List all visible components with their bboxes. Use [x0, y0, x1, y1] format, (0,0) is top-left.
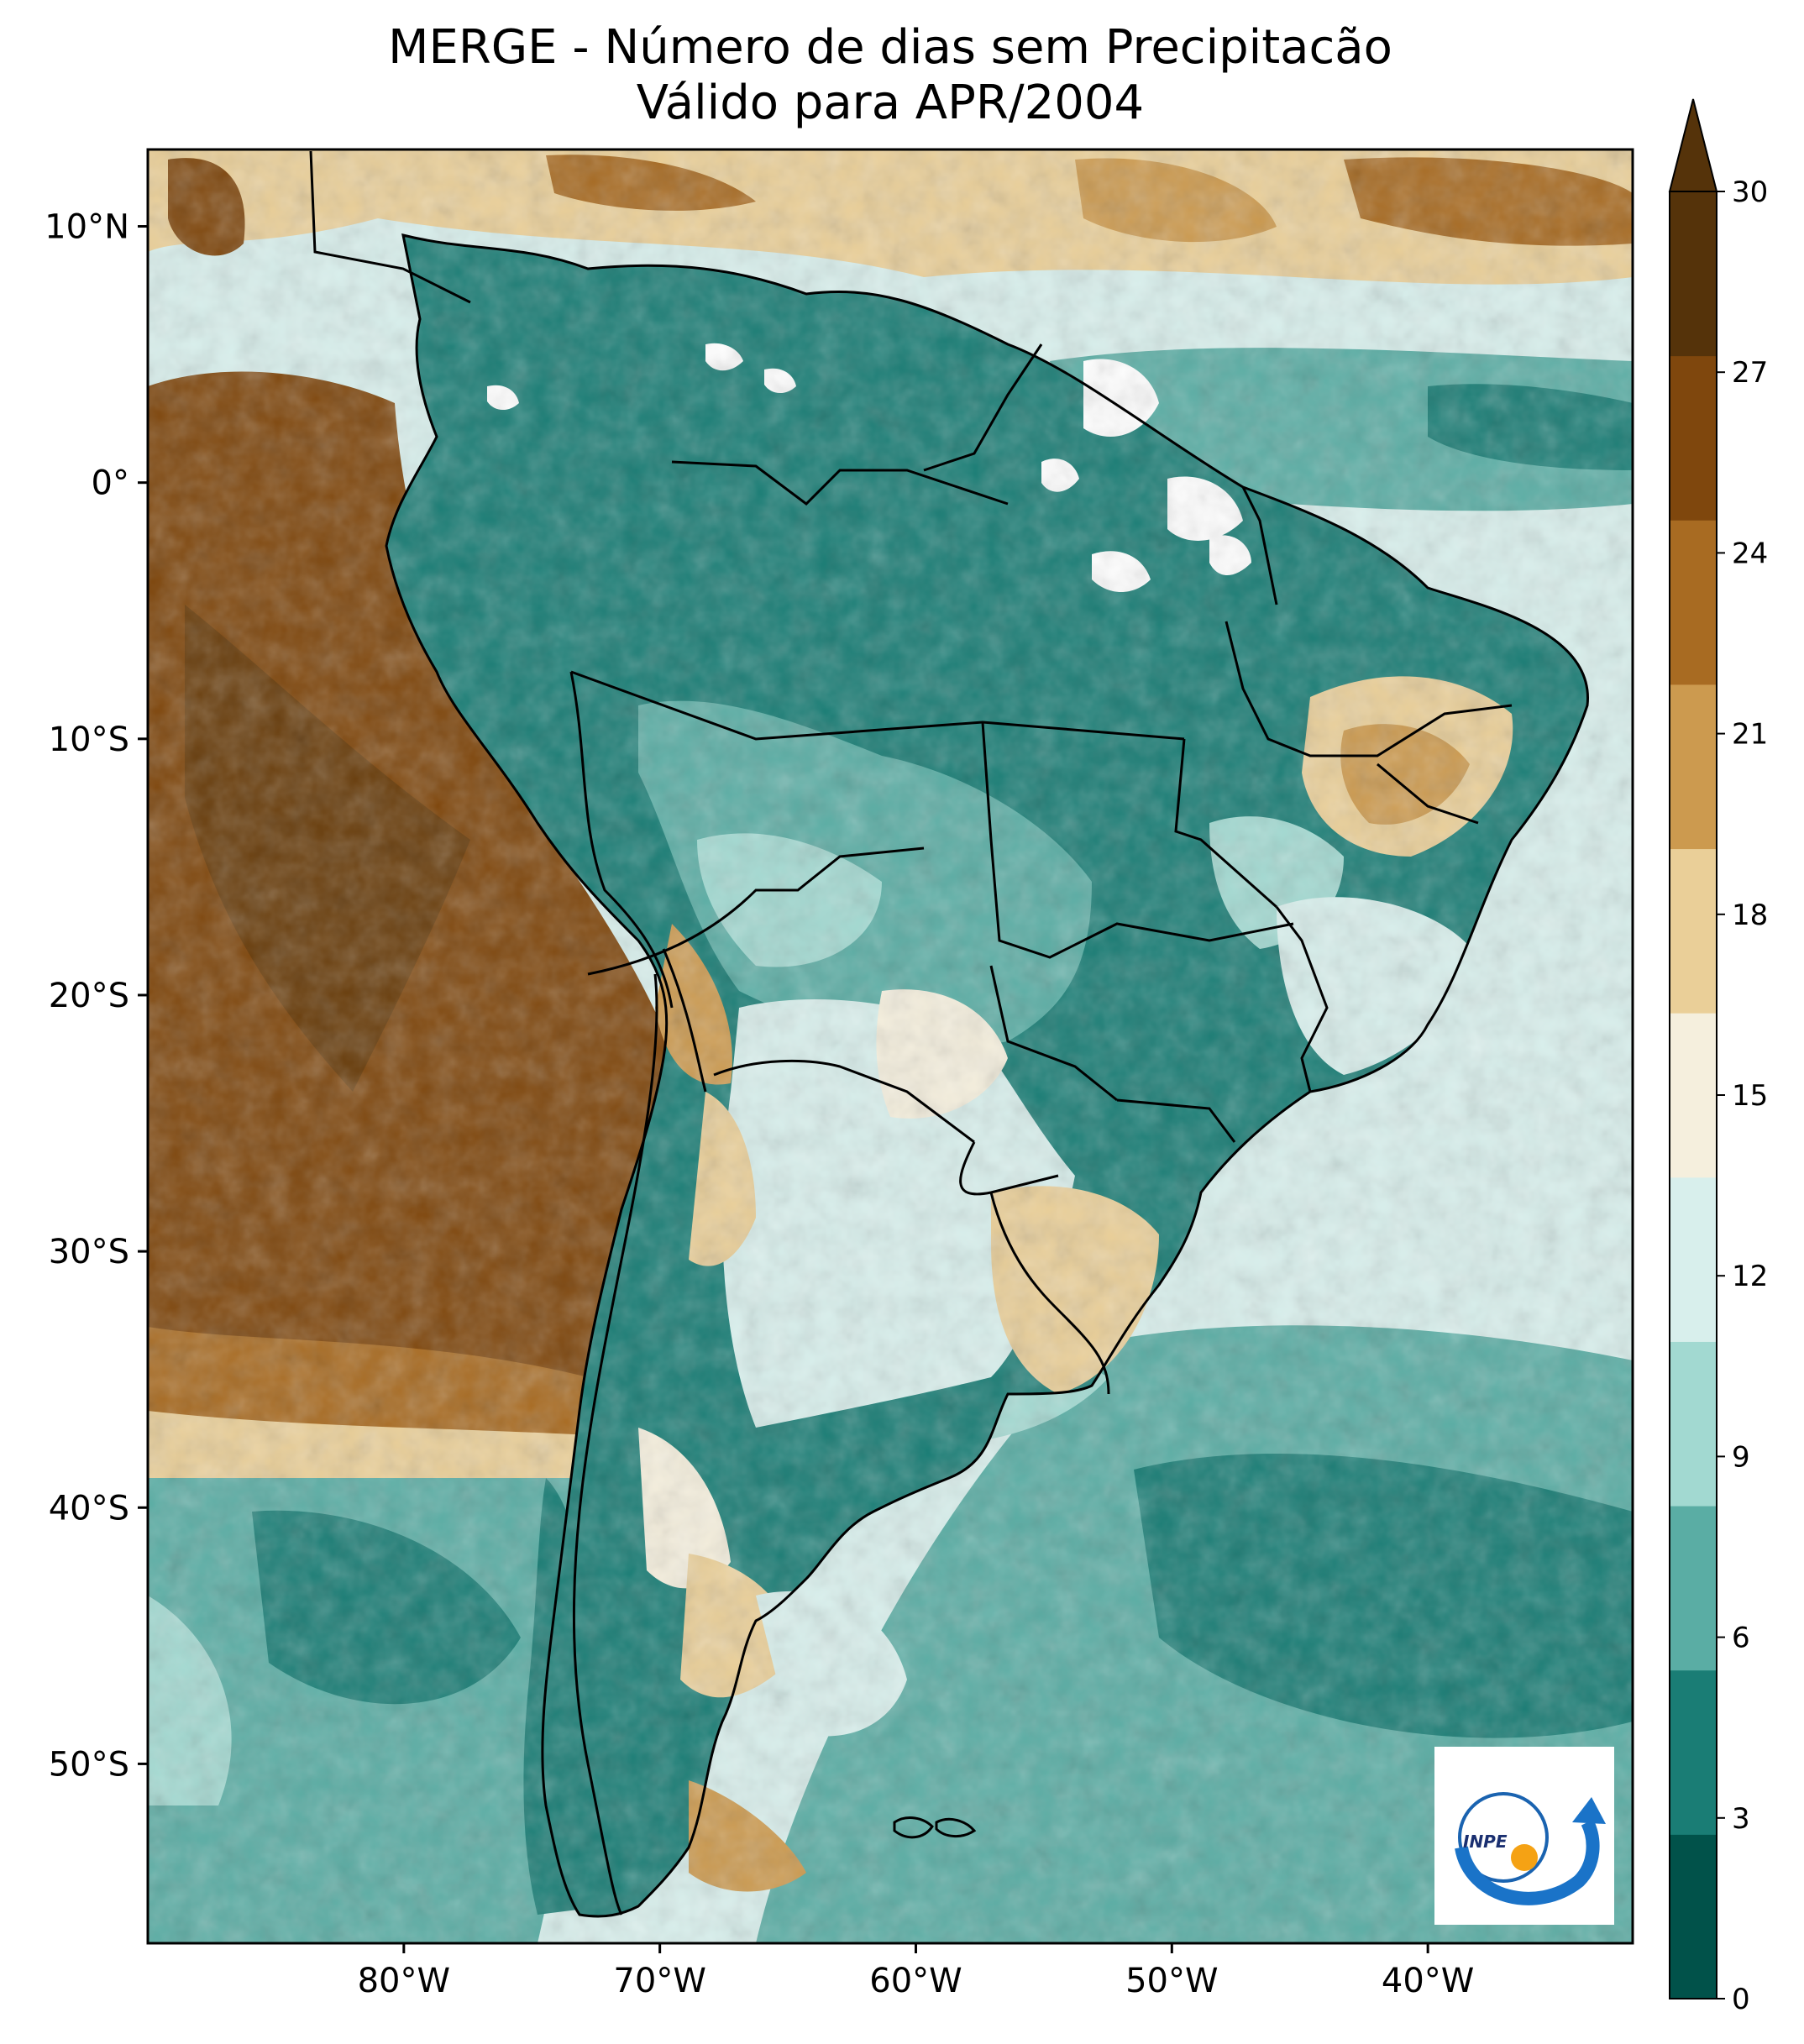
lat-tick-label: 10°S — [49, 721, 129, 759]
lon-tick-label: 80°W — [358, 1962, 450, 2000]
colorbar-segment — [1670, 1341, 1717, 1507]
colorbar-label: 9 — [1732, 1440, 1750, 1474]
colorbar: 0 3 6 9 12 15 18 21 24 27 30 — [1668, 98, 1768, 2016]
colorbar-label: 15 — [1732, 1079, 1768, 1113]
title-line-2: Válido para APR/2004 — [636, 76, 1145, 130]
colorbar-label: 18 — [1732, 899, 1768, 932]
title-line-1: MERGE - Número de dias sem Precipitacão — [388, 20, 1392, 75]
colorbar-segment — [1670, 1506, 1717, 1671]
inpe-logo-text: INPE — [1463, 1832, 1508, 1852]
lat-tick-label: 20°S — [49, 977, 129, 1015]
colorbar-segment — [1670, 1669, 1717, 1835]
colorbar-segment — [1670, 191, 1717, 357]
colorbar-label: 0 — [1732, 1983, 1750, 2016]
longitude-axis: 80°W 70°W 60°W 50°W 40°W — [358, 1943, 1474, 2000]
map-title: MERGE - Número de dias sem Precipitacão … — [147, 20, 1634, 131]
colorbar-label: 21 — [1732, 718, 1768, 752]
colorbar-label: 27 — [1732, 356, 1768, 390]
colorbar-segment — [1670, 1013, 1717, 1178]
colorbar-extend-arrow — [1668, 98, 1718, 192]
colorbar-segment — [1670, 1834, 1717, 1999]
colorbar-label: 30 — [1732, 176, 1768, 209]
falkland-islands — [893, 1816, 977, 1839]
colorbar-segment — [1670, 1177, 1717, 1342]
country-borders — [309, 150, 1589, 1918]
lat-tick-label: 10°N — [45, 208, 129, 247]
lon-tick-label: 50°W — [1125, 1962, 1218, 2000]
inpe-logo: INPE — [1434, 1747, 1614, 1925]
latitude-axis: 10°N 0° 10°S 20°S 30°S 40°S 50°S — [45, 208, 148, 1784]
colorbar-label: 12 — [1732, 1260, 1768, 1293]
colorbar-segment — [1670, 520, 1717, 685]
colorbar-segment — [1670, 355, 1717, 521]
colorbar-label: 3 — [1732, 1802, 1750, 1836]
lon-tick-label: 60°W — [869, 1962, 962, 2000]
lat-tick-label: 40°S — [49, 1489, 129, 1528]
colorbar-label: 24 — [1732, 537, 1768, 570]
colorbar-segment — [1670, 684, 1717, 850]
lon-tick-label: 70°W — [613, 1962, 705, 2000]
precipitation-field — [148, 149, 1633, 1943]
plot-frame — [146, 148, 1634, 1945]
colorbar-segment — [1670, 848, 1717, 1014]
lat-tick-label: 0° — [92, 464, 129, 503]
lat-tick-label: 50°S — [49, 1745, 129, 1784]
colorbar-label: 6 — [1732, 1622, 1750, 1655]
lon-tick-label: 40°W — [1382, 1962, 1474, 2000]
lat-tick-label: 30°S — [49, 1233, 129, 1271]
